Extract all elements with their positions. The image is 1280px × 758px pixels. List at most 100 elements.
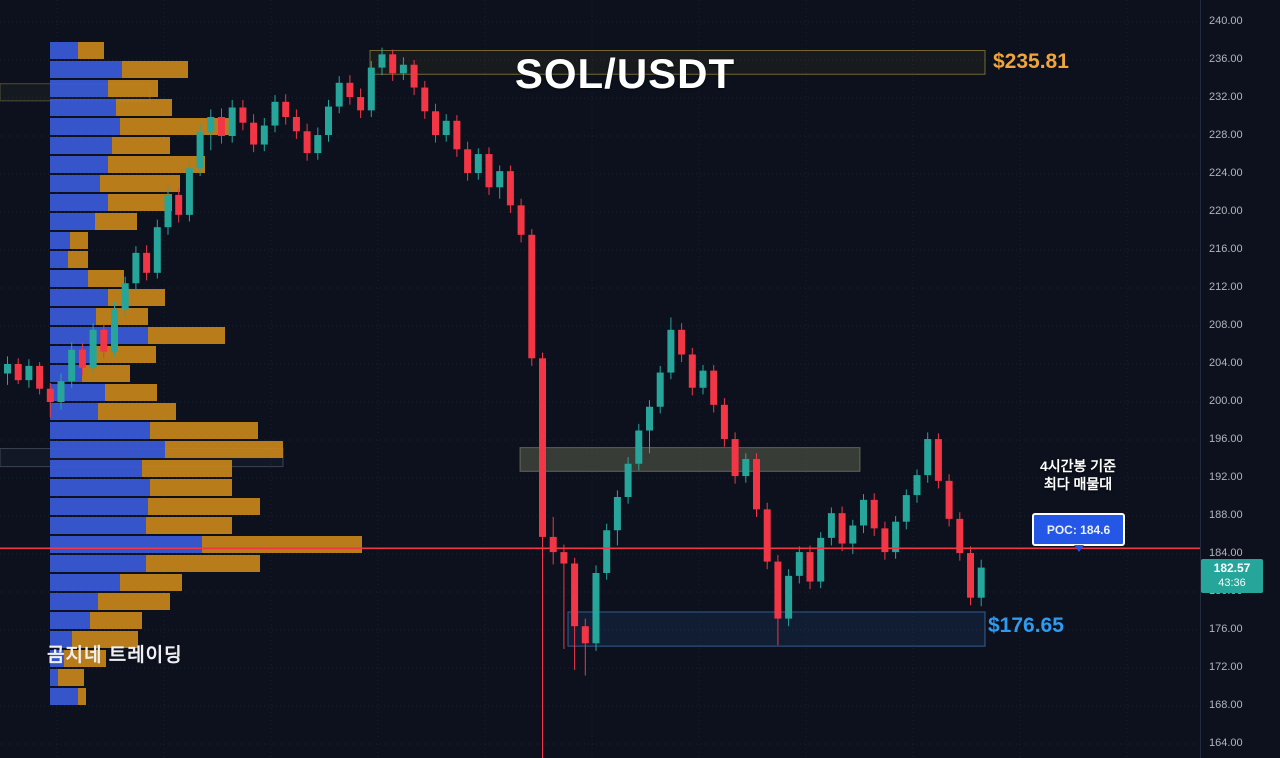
candles-layer xyxy=(4,47,985,758)
candle-body xyxy=(36,365,44,389)
profile-bar-buy xyxy=(50,441,165,458)
watermark-text: 곰지네 트레이딩 xyxy=(47,645,183,666)
axis-label: 164.00 xyxy=(1209,737,1243,749)
profile-bar-buy xyxy=(50,80,108,97)
profile-bar-buy xyxy=(50,555,146,572)
candle-body xyxy=(185,168,193,215)
axis-label: 192.00 xyxy=(1209,471,1243,483)
candle-body xyxy=(956,518,964,554)
candle-body xyxy=(496,171,504,188)
profile-bar-buy xyxy=(50,536,202,553)
axis-label: 216.00 xyxy=(1209,243,1243,255)
candle-body xyxy=(817,537,825,582)
candle-body xyxy=(806,552,814,582)
profile-bar-buy xyxy=(50,631,72,648)
profile-bar-buy xyxy=(50,118,120,135)
candle-body xyxy=(453,120,461,150)
axis-label: 196.00 xyxy=(1209,433,1243,445)
profile-bar-sell xyxy=(146,555,260,572)
profile-bar-sell xyxy=(72,631,138,648)
axis-label: 204.00 xyxy=(1209,357,1243,369)
candle-body xyxy=(720,404,728,440)
candle-body xyxy=(560,552,568,564)
axis-label: 200.00 xyxy=(1209,395,1243,407)
candle-body xyxy=(785,575,793,619)
profile-bar-sell xyxy=(150,479,232,496)
candle-body xyxy=(506,171,514,206)
axis-label: 208.00 xyxy=(1209,319,1243,331)
price-axis[interactable]: 240.00 236.00 232.00 228.00 224.00 220.00 216.… xyxy=(1200,0,1280,758)
candle-body xyxy=(111,308,118,352)
last-price-value: 182.57 xyxy=(1213,561,1251,575)
candle-body xyxy=(325,106,332,136)
upper-zone-price-label: $235.81 xyxy=(993,50,1069,73)
candle-body xyxy=(485,154,493,188)
candle-body xyxy=(399,64,407,74)
upper-supply-zone xyxy=(369,50,986,75)
axis-label: 232.00 xyxy=(1209,91,1243,103)
profile-bar-sell xyxy=(120,574,182,591)
candle-body xyxy=(78,349,86,368)
candle-body xyxy=(250,122,258,145)
poc-note-line1: 4시간봉 기준 xyxy=(1039,458,1117,474)
candle-body xyxy=(153,227,161,273)
candle-body xyxy=(378,54,386,68)
candle-body xyxy=(838,513,846,544)
candle-body xyxy=(164,194,172,228)
profile-bar-sell xyxy=(64,650,106,667)
axis-label: 176.00 xyxy=(1209,623,1243,635)
candle-body xyxy=(57,381,65,402)
profile-bar-buy xyxy=(50,61,122,78)
candle-body xyxy=(549,536,557,553)
candle-body xyxy=(902,495,910,522)
candle-body xyxy=(924,439,932,476)
candle-body xyxy=(613,497,621,531)
candle-body xyxy=(699,370,707,388)
candle-body xyxy=(795,552,803,576)
candle-body xyxy=(89,329,97,368)
candle-body xyxy=(763,509,771,562)
candle-body xyxy=(421,87,429,112)
axis-label: 228.00 xyxy=(1209,129,1243,141)
candle-body xyxy=(517,205,525,235)
poc-price-label[interactable]: POC: 184.6 xyxy=(1032,513,1125,552)
profile-bar-sell xyxy=(100,175,180,192)
candle-body xyxy=(913,475,921,496)
candle-body xyxy=(635,430,643,464)
candle-body xyxy=(474,154,482,174)
profile-bar-buy xyxy=(50,213,95,230)
candle-body xyxy=(303,131,311,154)
candle-body xyxy=(196,132,204,169)
axis-label: 168.00 xyxy=(1209,699,1243,711)
candle-body xyxy=(678,329,686,355)
candle-body xyxy=(881,528,889,553)
profile-bar-buy xyxy=(50,422,150,439)
profile-bar-sell xyxy=(148,498,260,515)
candle-body xyxy=(945,480,953,519)
profile-bar-sell xyxy=(122,61,188,78)
poc-note-line2: 최다 매물대 xyxy=(1043,476,1113,492)
profile-bar-sell xyxy=(146,517,232,534)
candle-body xyxy=(432,111,439,136)
profile-bar-sell xyxy=(108,80,158,97)
candle-body xyxy=(14,364,22,381)
candle-body xyxy=(367,67,375,111)
candle-body xyxy=(688,354,696,388)
profile-bar-sell xyxy=(165,441,283,458)
profile-bar-buy xyxy=(50,517,146,534)
profile-bar-buy xyxy=(50,327,148,344)
candle-body xyxy=(389,54,397,74)
candle-body xyxy=(442,120,450,136)
profile-bar-sell xyxy=(116,99,172,116)
profile-bar-sell xyxy=(112,137,170,154)
profile-bar-sell xyxy=(142,460,232,477)
profile-bar-buy xyxy=(50,574,120,591)
candle-body xyxy=(4,364,11,374)
axis-label: 240.00 xyxy=(1209,15,1243,27)
candle-body xyxy=(849,525,857,544)
candle-body xyxy=(646,406,653,431)
profile-bar-buy xyxy=(50,460,142,477)
profile-bar-buy xyxy=(50,688,78,705)
